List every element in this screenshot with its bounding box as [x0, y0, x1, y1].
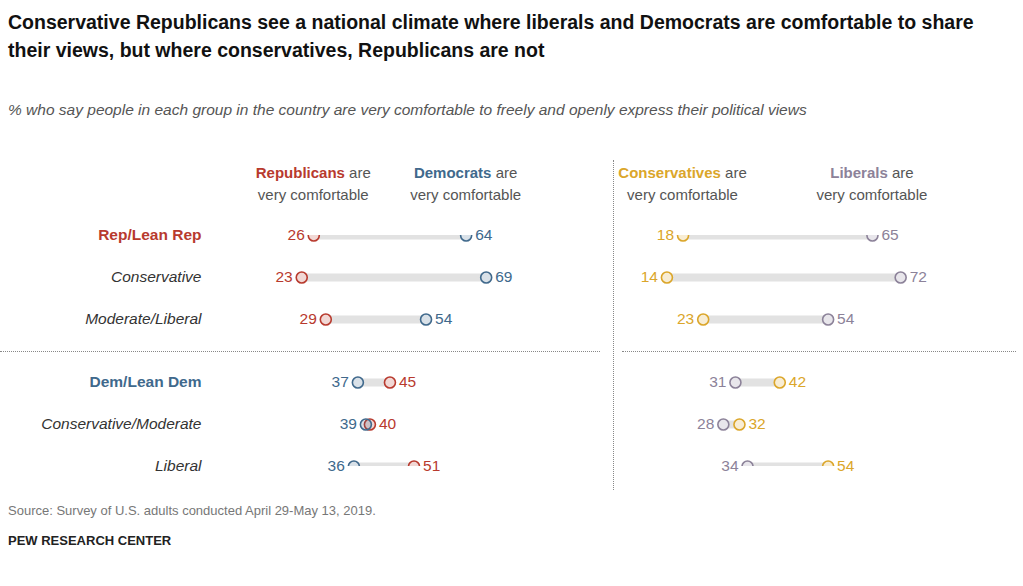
svg-text:26: 26 [288, 226, 305, 243]
html-text:Democrats are: Democrats are [413, 164, 518, 181]
svg-text:29: 29 [300, 310, 317, 327]
svg-text:64: 64 [475, 226, 493, 243]
html-text:Republicans are: Republicans are [255, 164, 371, 181]
svg-text:Liberal: Liberal [155, 457, 202, 474]
html-text:very comfortable: very comfortable [627, 186, 738, 203]
svg-text:54: 54 [837, 310, 855, 327]
svg-text:Rep/Lean Rep: Rep/Lean Rep [98, 226, 201, 243]
svg-text:Moderate/Liberal: Moderate/Liberal [85, 310, 202, 327]
html-text:very comfortable: very comfortable [410, 186, 522, 203]
svg-text:54: 54 [837, 457, 855, 474]
svg-text:40: 40 [379, 415, 397, 432]
svg-text:69: 69 [495, 268, 512, 285]
svg-text:31: 31 [709, 373, 726, 390]
svg-text:54: 54 [435, 310, 453, 327]
svg-text:65: 65 [881, 226, 898, 243]
html-text:very comfortable: very comfortable [816, 186, 928, 203]
svg-text:14: 14 [641, 268, 659, 285]
svg-text:36: 36 [328, 457, 345, 474]
html-text:Conservative Republicans see a: Conservative Republicans see a national … [8, 11, 974, 61]
svg-text:32: 32 [748, 415, 765, 432]
svg-text:37: 37 [332, 373, 349, 390]
svg-text:28: 28 [697, 415, 714, 432]
svg-text:Dem/Lean Dem: Dem/Lean Dem [90, 373, 202, 390]
svg-text:23: 23 [275, 268, 292, 285]
html-text:% who say people in each group: % who say people in each group in the co… [8, 101, 807, 118]
svg-text:34: 34 [721, 457, 739, 474]
html-text:Source: Survey of U.S. adults: Source: Survey of U.S. adults conducted … [8, 503, 376, 518]
html-text:very comfortable: very comfortable [257, 186, 369, 203]
svg-text:23: 23 [677, 310, 694, 327]
svg-text:45: 45 [399, 373, 416, 390]
svg-text:Conservative: Conservative [111, 268, 202, 285]
svg-text:51: 51 [423, 457, 440, 474]
svg-text:Conservative/Moderate: Conservative/Moderate [41, 415, 202, 432]
html-text:Conservatives are: Conservatives are [618, 164, 747, 181]
html-text:Liberals are: Liberals are [830, 164, 914, 181]
svg-text:72: 72 [910, 268, 927, 285]
svg-text:18: 18 [657, 226, 674, 243]
svg-text:39: 39 [340, 415, 357, 432]
svg-text:42: 42 [789, 373, 806, 390]
html-text:PEW RESEARCH CENTER: PEW RESEARCH CENTER [8, 533, 172, 548]
